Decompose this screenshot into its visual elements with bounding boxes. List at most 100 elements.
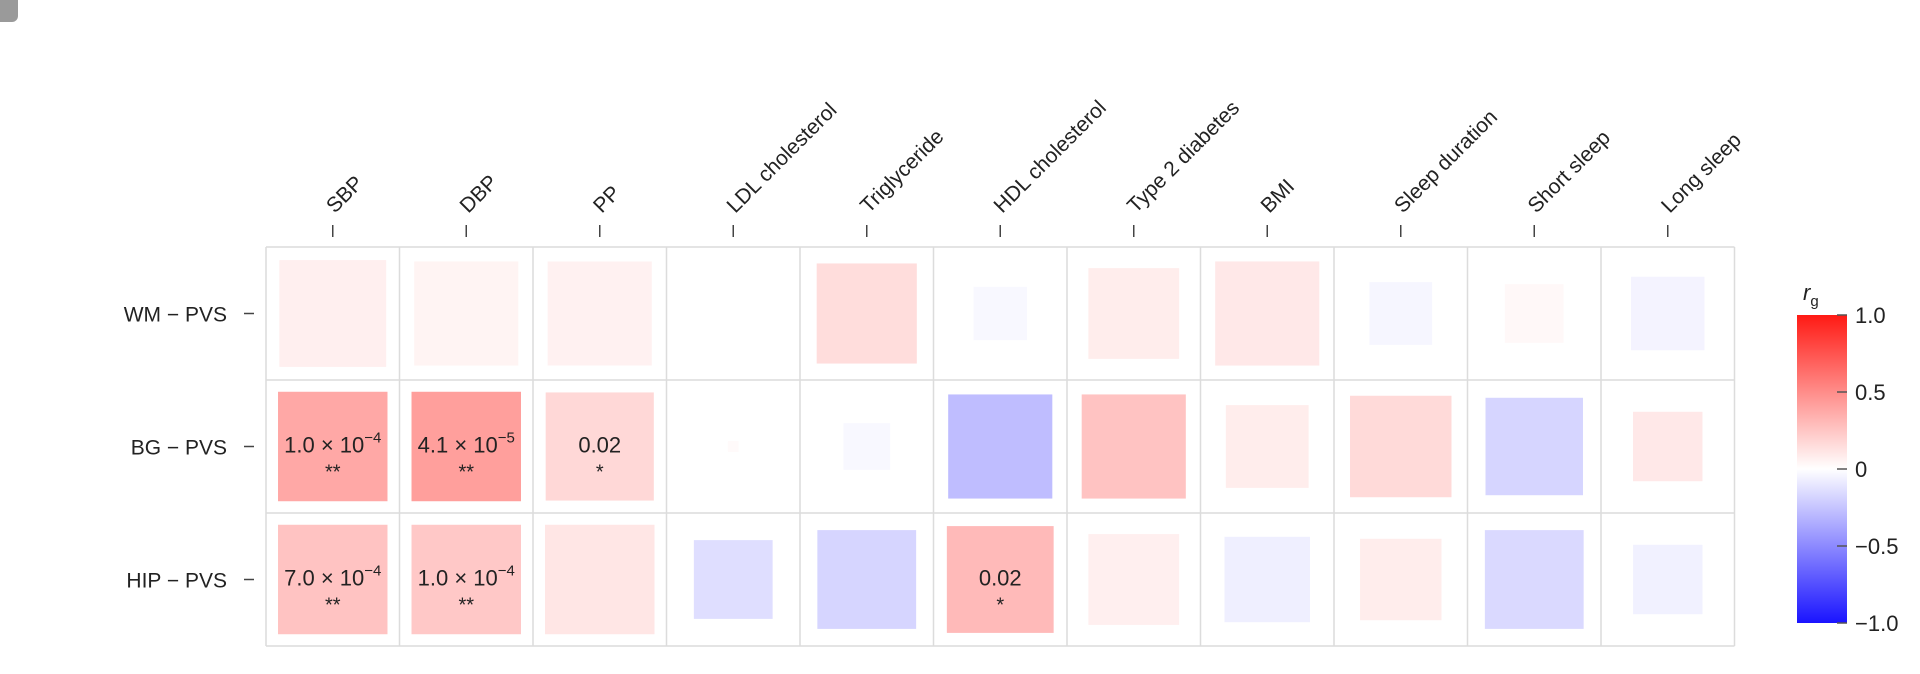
column-label: SBP bbox=[322, 172, 368, 218]
heatmap-cell-square bbox=[1369, 282, 1433, 345]
heatmap-cell bbox=[727, 441, 739, 452]
colorbar-label: rg bbox=[1803, 280, 1819, 310]
heatmap-cell: 0.02 * bbox=[946, 526, 1054, 633]
heatmap-cell bbox=[948, 394, 1053, 499]
column-label: Sleep duration bbox=[1390, 106, 1502, 218]
heatmap-cell: 0.02 * bbox=[545, 392, 654, 501]
heatmap-cell-square bbox=[1225, 405, 1309, 488]
heatmap-cell-square bbox=[547, 261, 652, 366]
column-label: Type 2 diabetes bbox=[1123, 96, 1244, 217]
heatmap-cell-square bbox=[1504, 284, 1564, 343]
heatmap-cell bbox=[1484, 530, 1584, 629]
heatmap-cell bbox=[1360, 538, 1442, 621]
heatmap-cell-square bbox=[411, 391, 521, 502]
heatmap-cell bbox=[1215, 261, 1320, 366]
row-label: BG − PVS bbox=[131, 437, 227, 460]
corner-marker bbox=[0, 0, 18, 22]
heatmap-cell-square bbox=[545, 392, 654, 501]
column-label: HDL cholesterol bbox=[990, 96, 1111, 217]
heatmap-cell bbox=[1504, 284, 1564, 343]
heatmap-cell bbox=[843, 423, 891, 470]
heatmap-cell-square bbox=[411, 524, 521, 635]
heatmap-cell: 7.0 × 10−4 ** bbox=[278, 524, 388, 635]
heatmap-cell bbox=[1633, 411, 1703, 482]
heatmap-cell bbox=[1633, 544, 1703, 615]
heatmap-cell-square bbox=[1215, 261, 1320, 366]
heatmap-cell bbox=[817, 530, 917, 629]
heatmap-cell bbox=[545, 524, 655, 635]
heatmap-cell bbox=[1081, 394, 1186, 499]
heatmap-cell-square bbox=[1088, 534, 1180, 625]
cell-significance: * bbox=[596, 462, 604, 484]
heatmap-cell bbox=[1225, 405, 1309, 488]
column-label: DBP bbox=[456, 171, 503, 218]
cell-p-value: 1.0 × 10−4 bbox=[418, 563, 515, 591]
cell-p-value: 0.02 bbox=[578, 433, 621, 458]
column-label: Long sleep bbox=[1657, 129, 1746, 218]
colorbar-tick-label: −0.5 bbox=[1855, 534, 1898, 559]
heatmap-cell-square bbox=[693, 540, 773, 619]
column-label: Triglyceride bbox=[856, 125, 948, 217]
heatmap-cell-square bbox=[1631, 276, 1705, 351]
heatmap-cell bbox=[1631, 276, 1705, 351]
heatmap-cells: 1.0 × 10−4 ** 4.1 × 10−5 ** 0.02 * 7.0 × 10−4 *… bbox=[278, 260, 1705, 635]
column-labels: SBP DBP PP LDL cholesterol Triglyceride HDL c… bbox=[322, 96, 1746, 237]
heatmap-cell-square bbox=[545, 524, 655, 635]
heatmap-cell-square bbox=[946, 526, 1054, 633]
column-label: Short sleep bbox=[1524, 126, 1615, 217]
heatmap-cell-square bbox=[279, 260, 387, 367]
heatmap-cell bbox=[414, 261, 519, 366]
column-label: BMI bbox=[1257, 175, 1300, 218]
heatmap-cell-square bbox=[817, 530, 917, 629]
heatmap-cell: 1.0 × 10−4 ** bbox=[411, 524, 521, 635]
heatmap-cell bbox=[1088, 268, 1180, 359]
heatmap-cell-square bbox=[948, 394, 1053, 499]
cell-significance: ** bbox=[325, 595, 341, 617]
heatmap-cell-square bbox=[1484, 530, 1584, 629]
cell-p-value: 1.0 × 10−4 bbox=[284, 430, 381, 458]
row-labels: WM − PVS BG − PVS HIP − PVS bbox=[124, 304, 254, 593]
cell-p-value: 0.02 bbox=[979, 566, 1022, 591]
heatmap-cell bbox=[1485, 397, 1583, 496]
heatmap-cell bbox=[279, 260, 387, 367]
cell-significance: ** bbox=[325, 462, 341, 484]
heatmap-cell-square bbox=[816, 263, 917, 364]
heatmap-cell: 4.1 × 10−5 ** bbox=[411, 391, 521, 502]
colorbar-legend: rg 1.0 0.5 0 −0.5 −1.0 bbox=[1797, 280, 1898, 636]
heatmap-cell bbox=[1088, 534, 1180, 625]
heatmap-cell-square bbox=[1088, 268, 1180, 359]
cell-p-value: 4.1 × 10−5 bbox=[418, 430, 515, 458]
row-label: HIP − PVS bbox=[126, 570, 227, 593]
row-label: WM − PVS bbox=[124, 304, 227, 327]
colorbar-tick-label: −1.0 bbox=[1855, 611, 1898, 636]
heatmap-cell-square bbox=[1224, 536, 1310, 623]
heatmap-cell bbox=[693, 540, 773, 619]
heatmap-grid bbox=[265, 246, 1736, 647]
heatmap-cell: 1.0 × 10−4 ** bbox=[278, 391, 388, 502]
heatmap-cell-square bbox=[843, 423, 891, 470]
cell-significance: * bbox=[996, 595, 1004, 617]
heatmap-cell-square bbox=[1360, 538, 1442, 621]
heatmap-cell bbox=[1224, 536, 1310, 623]
heatmap-cell-square bbox=[973, 286, 1027, 341]
column-label: PP bbox=[589, 181, 625, 217]
cell-p-value: 7.0 × 10−4 bbox=[284, 563, 381, 591]
heatmap-cell bbox=[816, 263, 917, 364]
heatmap-cell bbox=[1369, 282, 1433, 345]
heatmap-cell-square bbox=[1350, 395, 1452, 498]
heatmap-cell bbox=[547, 261, 652, 366]
heatmap-cell-square bbox=[1633, 411, 1703, 482]
heatmap-cell-square bbox=[1633, 544, 1703, 615]
colorbar-tick-label: 0.5 bbox=[1855, 380, 1886, 405]
colorbar-tick-label: 1.0 bbox=[1855, 303, 1886, 328]
heatmap-cell-square bbox=[414, 261, 519, 366]
heatmap-cell-square bbox=[278, 391, 388, 502]
heatmap-cell bbox=[973, 286, 1027, 341]
cell-significance: ** bbox=[458, 462, 474, 484]
heatmap-cell bbox=[1350, 395, 1452, 498]
heatmap-cell-square bbox=[1485, 397, 1583, 496]
cell-significance: ** bbox=[458, 595, 474, 617]
heatmap-cell-square bbox=[1081, 394, 1186, 499]
colorbar-tick-label: 0 bbox=[1855, 457, 1867, 482]
